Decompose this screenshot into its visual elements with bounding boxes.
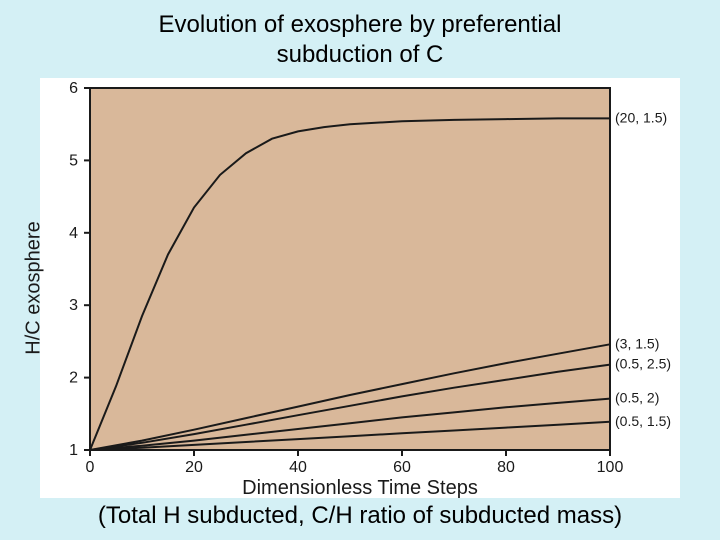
svg-text:3: 3 (69, 297, 78, 314)
svg-text:1: 1 (69, 442, 78, 459)
y-axis-label: H/C exosphere (23, 221, 46, 354)
svg-text:5: 5 (69, 152, 78, 169)
svg-text:(3, 1.5): (3, 1.5) (615, 335, 659, 351)
title-line-2: subduction of C (277, 41, 444, 68)
svg-text:2: 2 (69, 370, 78, 387)
svg-text:60: 60 (393, 459, 411, 476)
svg-text:80: 80 (497, 459, 515, 476)
svg-text:100: 100 (597, 459, 624, 476)
svg-text:20: 20 (185, 459, 203, 476)
chart-title: Evolution of exosphere by preferential s… (0, 10, 720, 70)
svg-text:(0.5, 2): (0.5, 2) (615, 390, 659, 406)
title-line-1: Evolution of exosphere by preferential (159, 11, 562, 38)
x-axis-label: Dimensionless Time Steps (242, 477, 478, 500)
svg-text:4: 4 (69, 225, 78, 242)
svg-text:6: 6 (69, 80, 78, 97)
svg-text:(0.5, 1.5): (0.5, 1.5) (615, 413, 671, 429)
line-chart: 0 20 40 60 80 100 1 2 3 4 5 6 (20, 1.5) (3, 1.5) (0.5,… (40, 78, 680, 498)
svg-text:(20, 1.5): (20, 1.5) (615, 109, 667, 125)
chart-caption: (Total H subducted, C/H ratio of subduct… (0, 502, 720, 530)
svg-text:40: 40 (289, 459, 307, 476)
svg-text:(0.5, 2.5): (0.5, 2.5) (615, 356, 671, 372)
chart-container: H/C exosphere 020406080100123456(20, 1.5… (40, 78, 680, 498)
svg-text:0: 0 (86, 459, 95, 476)
